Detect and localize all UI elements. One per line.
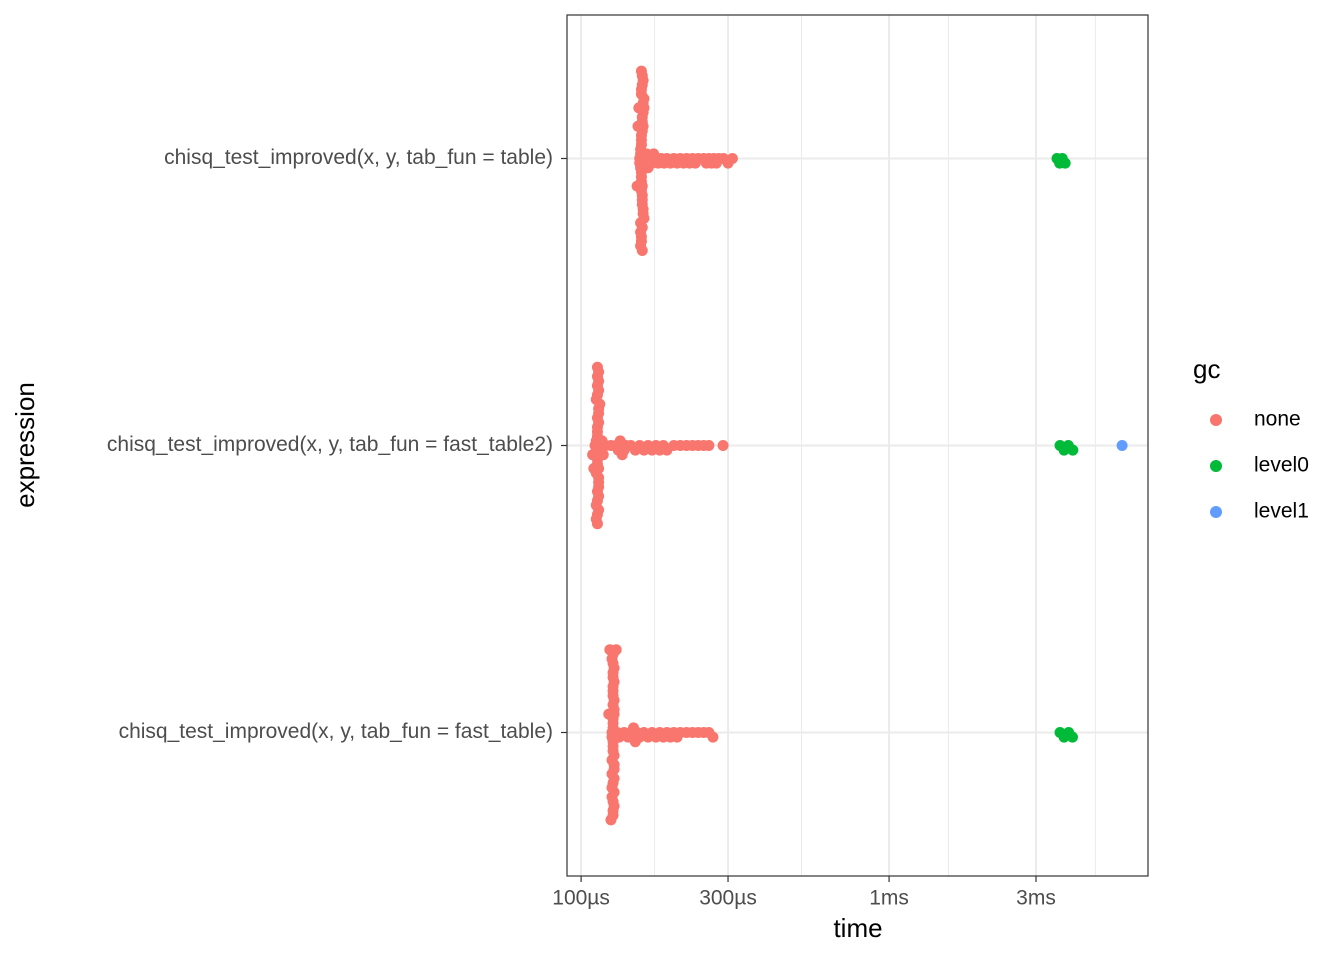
legend-title: gc (1193, 354, 1220, 384)
x-axis-title: time (833, 913, 882, 943)
point (632, 120, 644, 132)
point (717, 440, 729, 451)
point (608, 800, 620, 812)
point (603, 708, 615, 720)
point (588, 463, 600, 474)
y-tick-label: chisq_test_improved(x, y, tab_fun = tabl… (164, 146, 553, 169)
point (726, 153, 738, 164)
x-tick-label: 300µs (699, 887, 757, 910)
point (591, 361, 603, 373)
point (1116, 440, 1128, 451)
point (703, 440, 715, 451)
legend-label: none (1254, 408, 1301, 431)
point (631, 180, 643, 192)
x-tick-label: 3ms (1016, 887, 1056, 910)
y-tick-label: chisq_test_improved(x, y, tab_fun = fast… (119, 720, 553, 743)
point (591, 412, 603, 424)
point (587, 449, 599, 461)
point (636, 245, 648, 256)
y-tick-label: chisq_test_improved(x, y, tab_fun = fast… (107, 433, 553, 456)
legend-key (1210, 460, 1222, 472)
point (597, 449, 609, 461)
x-tick-label: 1ms (869, 887, 909, 910)
point (591, 518, 603, 530)
point (1059, 157, 1071, 169)
point (707, 731, 719, 743)
point (1066, 731, 1078, 743)
point (606, 754, 618, 766)
legend-label: level0 (1254, 454, 1309, 477)
point (1067, 444, 1079, 456)
point (606, 653, 618, 665)
point (607, 699, 619, 711)
x-tick-label: 100µs (552, 887, 610, 910)
point (605, 814, 617, 826)
point (635, 65, 647, 77)
legend-key (1210, 506, 1222, 518)
legend-key (1210, 414, 1222, 426)
legend-label: level1 (1254, 500, 1309, 523)
y-axis-title: expression (10, 382, 40, 508)
point (633, 102, 645, 114)
point (610, 644, 622, 656)
